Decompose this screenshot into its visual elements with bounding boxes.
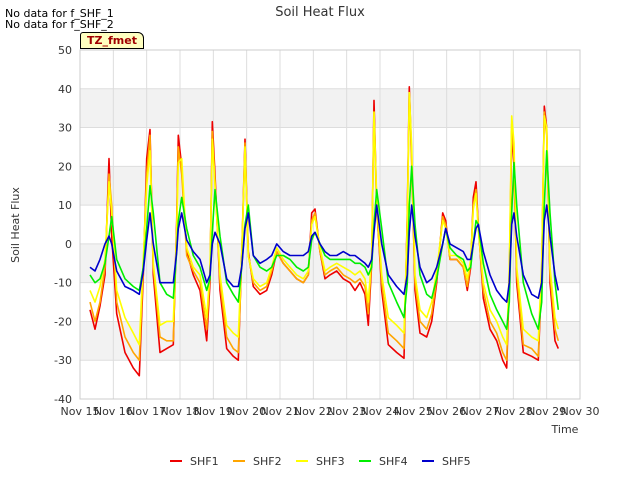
x-tick-label: Nov 29 [527, 405, 566, 418]
legend-label: SHF4 [379, 455, 408, 468]
data-series [89, 86, 560, 377]
timezone-badge: TZ_fmet [80, 32, 144, 49]
series-line-shf5 [89, 204, 560, 303]
x-tick-label: Nov 15 [61, 405, 100, 418]
y-tick-label: 30 [58, 122, 72, 135]
plot-background [80, 88, 580, 361]
x-tick-label: Nov 21 [261, 405, 300, 418]
legend-label: SHF3 [316, 455, 345, 468]
legend-item-shf1: SHF1 [170, 455, 219, 468]
y-tick-label: 40 [58, 83, 72, 96]
background-band [80, 243, 580, 283]
y-tick-label: 50 [58, 44, 72, 57]
background-band [80, 166, 580, 206]
y-axis: -40 -30 -20 -10 0 10 20 30 40 50 [54, 44, 72, 406]
legend: SHF1 SHF2 SHF3 SHF4 SHF5 [170, 455, 471, 468]
y-tick-label: -10 [54, 277, 72, 290]
no-data-notice-1: No data for f_SHF_1 [5, 7, 114, 20]
x-tick-label: Nov 25 [394, 405, 433, 418]
y-tick-label: 0 [65, 238, 72, 251]
legend-item-shf5: SHF5 [422, 455, 471, 468]
no-data-notice-2: No data for f_SHF_2 [5, 18, 114, 31]
x-tick-label: Nov 18 [161, 405, 200, 418]
y-tick-label: -20 [54, 315, 72, 328]
x-tick-label: Nov 17 [127, 405, 166, 418]
legend-item-shf4: SHF4 [359, 455, 408, 468]
legend-item-shf3: SHF3 [296, 455, 345, 468]
x-tick-label: Nov 28 [494, 405, 533, 418]
legend-item-shf2: SHF2 [233, 455, 282, 468]
x-tick-label: Nov 19 [194, 405, 233, 418]
x-tick-label: Nov 24 [361, 405, 400, 418]
background-band [80, 88, 580, 128]
plot-frame [79, 49, 581, 400]
y-tick-label: 10 [58, 199, 72, 212]
series-line-shf4 [89, 150, 560, 330]
y-tick-label: -40 [54, 393, 72, 406]
legend-label: SHF5 [442, 455, 471, 468]
series-line-shf3 [89, 91, 560, 346]
x-tick-label: Nov 16 [94, 405, 133, 418]
y-tick-label: -30 [54, 354, 72, 367]
x-tick-label: Nov 20 [227, 405, 266, 418]
x-tick-label: Nov 30 [561, 405, 600, 418]
x-tick-label: Nov 27 [461, 405, 500, 418]
legend-label: SHF1 [190, 455, 219, 468]
x-tick-label: Nov 26 [427, 405, 466, 418]
y-tick-label: 20 [58, 160, 72, 173]
legend-label: SHF2 [253, 455, 282, 468]
x-axis-label: Time [551, 423, 579, 436]
y-axis-label: Soil Heat Flux [9, 187, 22, 263]
chart-title: Soil Heat Flux [275, 5, 365, 20]
x-tick-label: Nov 22 [294, 405, 333, 418]
x-tick-label: Nov 23 [327, 405, 366, 418]
